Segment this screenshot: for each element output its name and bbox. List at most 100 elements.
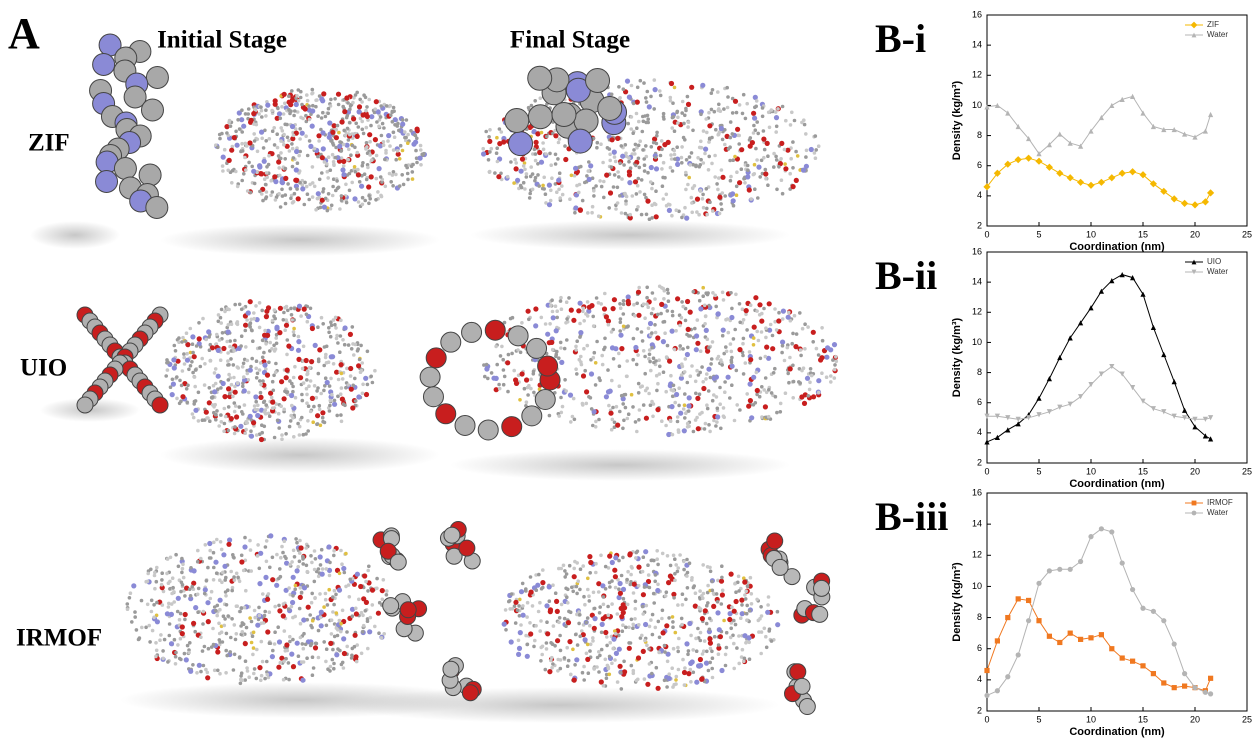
atom [636, 655, 641, 660]
atom [337, 103, 341, 107]
atom [597, 418, 601, 422]
atom [238, 580, 242, 584]
atom [336, 647, 340, 651]
atom [654, 189, 658, 193]
atom [289, 393, 294, 398]
legend-label: Water [1207, 30, 1228, 39]
atom [232, 668, 236, 672]
atom [361, 112, 366, 117]
atom [174, 349, 178, 353]
y-tick-label: 16 [972, 246, 982, 256]
atom [548, 607, 553, 612]
atom [601, 363, 605, 367]
atom [230, 383, 234, 387]
atom [705, 622, 709, 626]
atom [221, 331, 225, 335]
atom [558, 616, 562, 620]
atom [155, 649, 159, 653]
atom [653, 87, 658, 92]
atom [578, 301, 583, 306]
atom [574, 633, 578, 637]
atom [274, 362, 278, 366]
atom [635, 192, 639, 196]
atom [635, 112, 639, 116]
atom [579, 567, 583, 571]
atom [266, 673, 270, 677]
atom [726, 317, 730, 321]
atom [698, 657, 703, 662]
atom [655, 666, 659, 670]
atom [399, 144, 403, 148]
atom [614, 586, 618, 590]
atom [641, 612, 645, 616]
atom [554, 355, 558, 359]
atom [689, 680, 693, 684]
atom [253, 139, 257, 143]
atom [306, 570, 310, 574]
atom [673, 557, 677, 561]
atom [337, 588, 342, 593]
atom [218, 608, 222, 612]
atom [348, 595, 352, 599]
y-tick-label: 12 [972, 70, 982, 80]
atom [505, 360, 510, 365]
atom [676, 420, 680, 424]
atom [349, 153, 353, 157]
atom [645, 644, 649, 648]
atom [689, 85, 694, 90]
atom [787, 381, 791, 385]
atom [727, 617, 732, 622]
atom [290, 124, 295, 129]
atom [591, 205, 595, 209]
atom [765, 141, 770, 146]
atom [317, 567, 321, 571]
atom [308, 613, 312, 617]
atom [551, 310, 555, 314]
point [1088, 305, 1093, 310]
atom [761, 137, 766, 142]
atom [242, 172, 246, 176]
atom [164, 374, 168, 378]
atom [340, 386, 344, 390]
atom [126, 607, 130, 611]
atom [617, 85, 621, 89]
atom [767, 388, 771, 392]
shadow [160, 437, 440, 473]
atom [694, 380, 698, 384]
atom [332, 549, 336, 553]
atom [765, 646, 769, 650]
atom [293, 555, 297, 559]
atom [200, 357, 204, 361]
atom [254, 677, 258, 681]
atom [361, 161, 365, 165]
atom [554, 153, 558, 157]
x-tick-label: 10 [1086, 466, 1096, 476]
atom [296, 348, 301, 353]
atom [595, 146, 599, 150]
atom [166, 360, 170, 364]
atom [339, 149, 343, 153]
atom [765, 610, 770, 615]
atom [658, 636, 662, 640]
atom [310, 396, 315, 401]
atom [260, 640, 264, 644]
atom [522, 181, 526, 185]
atom [730, 364, 735, 369]
atom [603, 292, 607, 296]
atom [411, 177, 415, 181]
atom [587, 169, 591, 173]
atom [702, 129, 706, 133]
atom [678, 553, 682, 557]
atom [309, 359, 314, 364]
atom [281, 613, 286, 618]
y-tick-label: 6 [977, 160, 982, 170]
atom [276, 625, 280, 629]
atom [574, 345, 578, 349]
atom [205, 579, 209, 583]
atom [318, 592, 322, 596]
atom [652, 592, 656, 596]
atom [781, 105, 785, 109]
atom [340, 663, 344, 667]
point [1130, 587, 1135, 592]
atom [559, 341, 563, 345]
